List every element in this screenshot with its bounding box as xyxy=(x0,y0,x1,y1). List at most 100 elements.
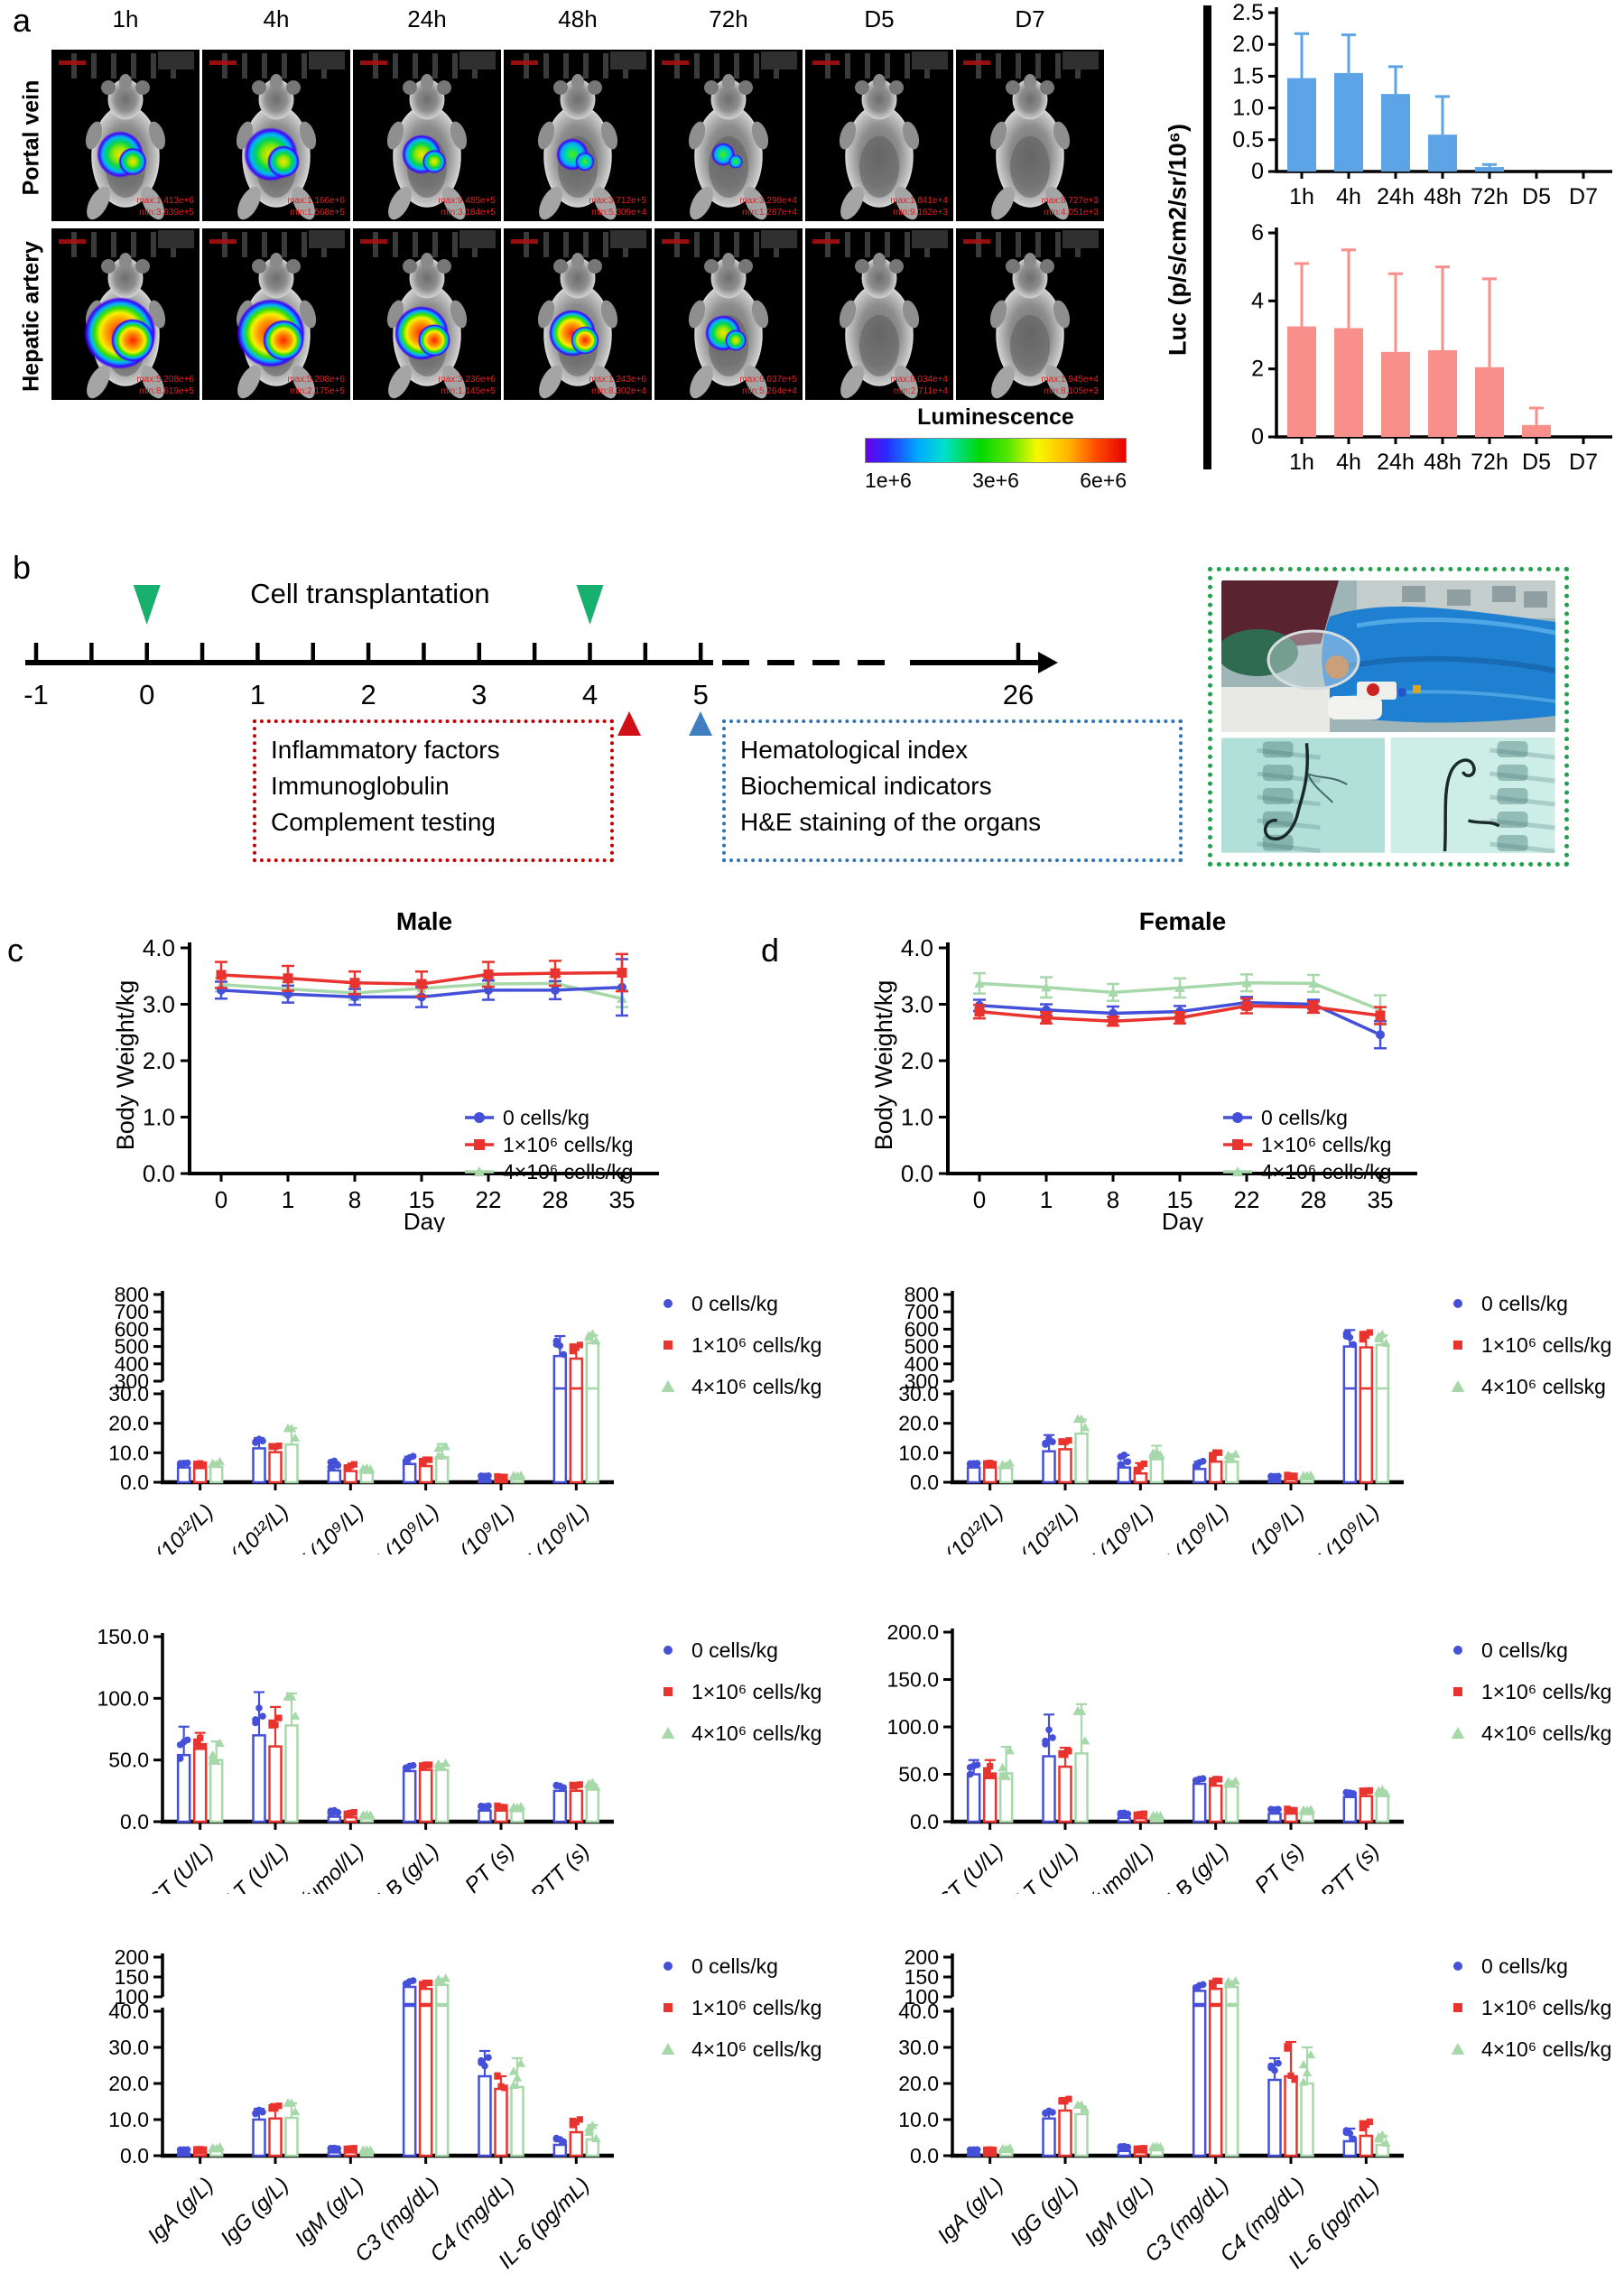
svg-text:400: 400 xyxy=(905,1352,939,1376)
svg-text:RBC (10¹²/L): RBC (10¹²/L) xyxy=(115,1499,218,1554)
bar-group xyxy=(1374,1329,1391,1484)
svg-text:2.5: 2.5 xyxy=(1232,0,1264,25)
bar-group xyxy=(998,1458,1015,1484)
svg-text:max:1.945e+4: max:1.945e+4 xyxy=(1041,375,1099,385)
bar-group xyxy=(569,2116,584,2157)
bar-group xyxy=(433,1973,450,2157)
series-4×10⁶ cells/kg xyxy=(973,971,1387,1026)
male-body-weight-chart: Male Body Weight/kg 0.0 1.0 2.0 3.0 4.0 0 1 8 15 22… xyxy=(54,903,776,1237)
bar-group xyxy=(358,1809,376,1823)
svg-text:PLT (10⁹/L): PLT (10⁹/L) xyxy=(1289,1499,1385,1554)
mouse-bioluminescence-image: max:6.037e+5 min:5.264e+4 xyxy=(654,228,803,400)
svg-text:4×10⁶ cells/kg: 4×10⁶ cells/kg xyxy=(1481,2037,1611,2061)
panel-a-label: a xyxy=(13,2,32,39)
mouse-bioluminescence-image: max:1.945e+4 min:8.105e+3 xyxy=(956,228,1104,400)
bar-group xyxy=(584,2120,601,2157)
svg-text:max:8.727e+3: max:8.727e+3 xyxy=(1041,196,1099,206)
colorbar-gradient xyxy=(865,438,1127,463)
mouse-bioluminescence-image: max:1.841e+4 min:9.162e+3 xyxy=(805,50,953,221)
svg-text:4×10⁶ cells/kg: 4×10⁶ cells/kg xyxy=(1481,1721,1611,1745)
luc_hepatic-svg: 0 2 4 6 1h 4h 24h 48h 72h D5 D7 xyxy=(1251,220,1612,475)
surgery-photo xyxy=(1221,580,1555,732)
bar-group xyxy=(402,1761,417,1823)
female-biochemistry-chart: 0.0 50.0 100.0 150.0 200.0 AST (U/L) ALT (U/L)… xyxy=(817,1596,1611,1949)
bar-group xyxy=(1298,1805,1316,1823)
bar-group xyxy=(1058,1437,1072,1484)
svg-text:200: 200 xyxy=(905,1945,939,1969)
svg-text:100: 100 xyxy=(115,1985,149,2009)
svg-text:0 cells/kg: 0 cells/kg xyxy=(691,1954,778,1978)
male-hematology-chart: 0.0 10.0 20.0 30.0 300 400 500 600 700 800 RBC (10… xyxy=(27,1257,821,1619)
svg-text:4×10⁶ cells/kg: 4×10⁶ cells/kg xyxy=(691,2037,821,2061)
bar-group xyxy=(1133,2145,1148,2157)
svg-text:min:5.309e+4: min:5.309e+4 xyxy=(591,208,646,218)
mouse-bioluminescence-image: max:1.243e+6 min:8.302e+4 xyxy=(504,228,652,400)
colorbar-title: Luminescence xyxy=(917,404,1074,430)
svg-text:max:1.243e+6: max:1.243e+6 xyxy=(589,375,646,385)
bar-group xyxy=(478,2049,492,2157)
svg-text:8: 8 xyxy=(348,1186,361,1213)
svg-text:200: 200 xyxy=(115,1945,149,1969)
svg-text:min:2.175e+5: min:2.175e+5 xyxy=(290,386,345,396)
svg-text:IgA (g/L): IgA (g/L) xyxy=(933,2173,1008,2249)
svg-text:1×10⁶ cells/kg: 1×10⁶ cells/kg xyxy=(1481,1996,1611,2019)
angiography-photo-right xyxy=(1390,738,1555,853)
svg-text:150.0: 150.0 xyxy=(886,1668,939,1692)
legend: 0 cells/kg 1×10⁶ cells/kg 4×10⁶ cells/kg xyxy=(661,1292,821,1398)
svg-text:IgM (g/L): IgM (g/L) xyxy=(291,2173,369,2251)
mouse-silhouette xyxy=(839,74,920,220)
testing-box-line: Complement testing xyxy=(271,808,496,836)
svg-text:5: 5 xyxy=(693,679,709,710)
mouse-bioluminescence-image: max:3.298e+4 min:1.287e+4 xyxy=(654,50,803,221)
svg-text:4.0: 4.0 xyxy=(143,934,175,961)
svg-text:48h: 48h xyxy=(1424,184,1462,209)
angiography-photo-left xyxy=(1221,738,1385,853)
svg-text:max:6.037e+5: max:6.037e+5 xyxy=(739,375,797,385)
svg-text:35: 35 xyxy=(609,1186,636,1213)
svg-text:APTT (s): APTT (s) xyxy=(1304,1839,1384,1894)
svg-text:48h: 48h xyxy=(1424,450,1462,475)
svg-text:150: 150 xyxy=(115,1965,149,1989)
svg-text:2.0: 2.0 xyxy=(1232,32,1264,57)
svg-text:min:2.711e+4: min:2.711e+4 xyxy=(894,386,949,396)
svg-text:3: 3 xyxy=(471,679,487,710)
legend: 0 cells/kg 1×10⁶ cells/kg 4×10⁶ cells/kg xyxy=(1451,1954,1611,2061)
luc_portal-svg: 0 0.5 1.0 1.5 2.0 2.5 1h 4h 24h 48h 72h D5 D7 xyxy=(1232,0,1612,209)
svg-text:72h: 72h xyxy=(1471,450,1508,475)
bar-group xyxy=(1374,2130,1391,2157)
svg-text:0 cells/kg: 0 cells/kg xyxy=(691,1638,778,1662)
bar-group xyxy=(1342,2127,1358,2157)
weight_female-svg: Female Body Weight/kg0.0 1.0 2.0 3.0 4.0 0 1 8 15… xyxy=(870,907,1417,1235)
bar-group xyxy=(1058,2095,1072,2157)
svg-text:600: 600 xyxy=(115,1317,149,1341)
svg-text:IgM (g/L): IgM (g/L) xyxy=(1081,2173,1159,2251)
bar-group xyxy=(252,1435,266,1484)
bar-group xyxy=(1267,2056,1282,2157)
svg-text:-1: -1 xyxy=(23,679,49,710)
svg-text:35: 35 xyxy=(1368,1186,1394,1213)
bar-group xyxy=(343,1809,358,1823)
bar-group xyxy=(1359,1329,1374,1484)
svg-text:15: 15 xyxy=(1167,1186,1193,1213)
svg-text:100.0: 100.0 xyxy=(97,1686,149,1710)
bar-group xyxy=(1208,1977,1223,2157)
bar-group xyxy=(1148,1810,1165,1823)
svg-text:2: 2 xyxy=(1251,357,1264,382)
hematology-sampling-marker xyxy=(689,711,712,736)
svg-text:min:1.145e+5: min:1.145e+5 xyxy=(441,386,496,396)
legend: 0 cells/kg 1×10⁶ cells/kg 4×10⁶ cells/kg xyxy=(1451,1638,1611,1745)
bar-group xyxy=(358,1463,376,1484)
svg-text:150.0: 150.0 xyxy=(97,1625,149,1648)
timepoint-label: 4h xyxy=(263,5,290,32)
bar-group xyxy=(343,1461,358,1484)
svg-text:0.0: 0.0 xyxy=(910,1810,939,1833)
svg-text:1h: 1h xyxy=(1289,184,1314,209)
bar-group xyxy=(283,1691,301,1823)
svg-text:Male: Male xyxy=(396,907,452,935)
luminescence-blob xyxy=(244,127,300,181)
svg-text:0 cells/kg: 0 cells/kg xyxy=(503,1106,589,1129)
svg-text:40.0: 40.0 xyxy=(108,2000,149,2023)
svg-text:1.5: 1.5 xyxy=(1232,63,1264,88)
svg-text:300: 300 xyxy=(115,1369,149,1393)
